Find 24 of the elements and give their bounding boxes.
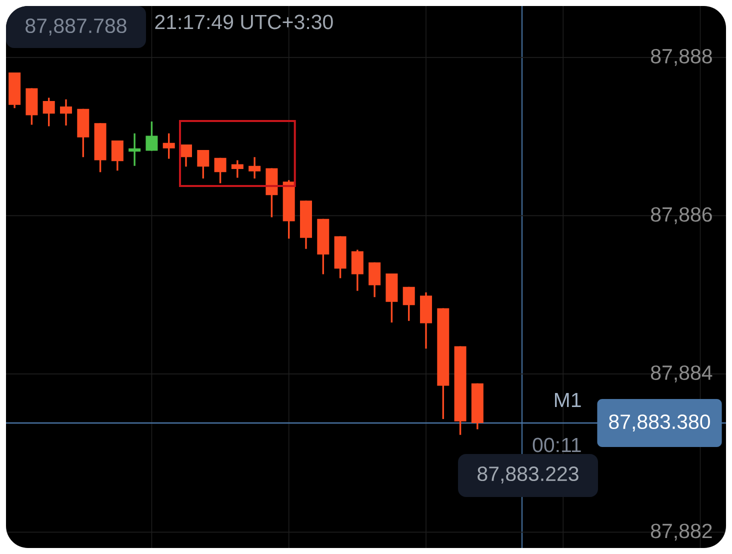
candlestick xyxy=(197,149,210,180)
candlestick xyxy=(111,140,124,172)
candlestick xyxy=(214,157,226,184)
annotation: 21:17:49 UTC+3:30 xyxy=(155,14,333,30)
y-tick-label: 87,882 xyxy=(650,524,712,541)
candlestick xyxy=(368,262,381,298)
candlestick xyxy=(402,286,415,322)
y-tick-label: 87,884 xyxy=(650,365,712,382)
annotation: 87,883.223 xyxy=(478,466,578,484)
y-tick-label: 87,888 xyxy=(650,48,712,66)
ref-line-label: 87,883.380 xyxy=(609,414,710,432)
candlestick xyxy=(146,120,158,152)
candlestick xyxy=(351,248,364,292)
candlestick xyxy=(128,132,141,167)
candlestick xyxy=(248,156,261,180)
y-tick-label: 87,886 xyxy=(650,207,712,224)
annotation: 87,887.788 xyxy=(26,18,126,36)
candlestick xyxy=(180,144,192,168)
candlestick xyxy=(42,96,55,128)
candlestick xyxy=(162,132,175,160)
candlestick xyxy=(60,98,72,126)
candlestick xyxy=(231,159,244,179)
annotation: 00:11 xyxy=(532,438,581,452)
annotation: M1 xyxy=(555,392,581,408)
